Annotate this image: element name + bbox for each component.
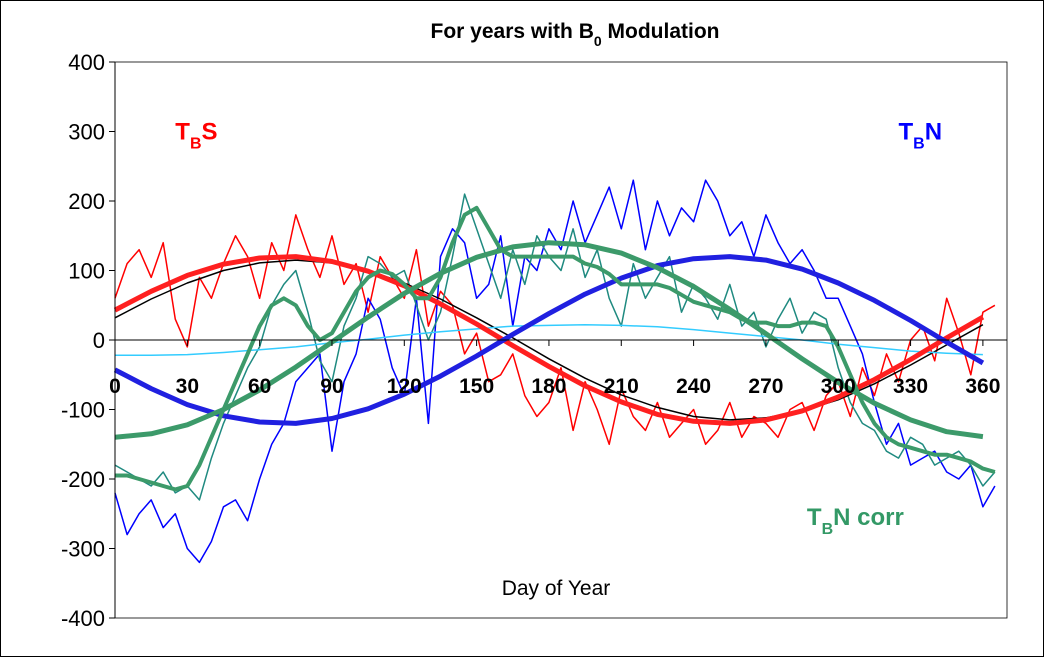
chart-title: For years with B0 Modulation bbox=[431, 20, 720, 49]
x-tick-label: 90 bbox=[320, 375, 343, 398]
series-line bbox=[115, 205, 996, 492]
x-tick-label: 360 bbox=[965, 375, 1000, 398]
annotation-main: T bbox=[807, 504, 822, 531]
x-tick-label: 150 bbox=[459, 375, 494, 398]
y-tick-label: 400 bbox=[68, 50, 105, 75]
annotation-sub: B bbox=[913, 135, 925, 152]
y-tick-label: -400 bbox=[61, 606, 105, 631]
series-line bbox=[114, 179, 996, 564]
y-tick-label: 300 bbox=[68, 120, 105, 145]
x-tick-label: 180 bbox=[531, 375, 566, 398]
x-tick-label: 0 bbox=[109, 375, 121, 398]
x-tick-label: 210 bbox=[604, 375, 639, 398]
series-line bbox=[114, 240, 984, 440]
title-rest: Modulation bbox=[602, 20, 720, 43]
annotation-sub: B bbox=[822, 521, 834, 538]
series-line bbox=[114, 214, 996, 446]
annotation: TBS bbox=[175, 119, 217, 153]
annotation-rest: N bbox=[925, 119, 942, 146]
x-tick-label: 60 bbox=[248, 375, 271, 398]
annotation-sub: B bbox=[190, 135, 202, 152]
annotation: TBN corr bbox=[807, 504, 904, 538]
y-tick-label: 200 bbox=[68, 189, 105, 214]
annotation-main: T bbox=[175, 119, 190, 146]
annotation: TBN bbox=[899, 119, 943, 153]
x-tick-label: 270 bbox=[748, 375, 783, 398]
series-line bbox=[114, 259, 984, 421]
annotation-rest: N corr bbox=[833, 504, 904, 531]
y-tick-label: 100 bbox=[68, 259, 105, 284]
x-tick-label: 300 bbox=[821, 375, 856, 398]
series-line bbox=[113, 254, 985, 426]
x-tick-label: 30 bbox=[176, 375, 199, 398]
annotation-rest: S bbox=[202, 119, 218, 146]
x-axis-label: Day of Year bbox=[502, 577, 611, 600]
y-tick-label: -200 bbox=[61, 467, 105, 492]
x-tick-label: 330 bbox=[893, 375, 928, 398]
y-tick-label: 0 bbox=[93, 328, 105, 353]
title-main: For years with B bbox=[431, 20, 594, 43]
annotation-main: T bbox=[899, 119, 914, 146]
series-line bbox=[113, 254, 985, 426]
title-sub: 0 bbox=[594, 33, 602, 49]
y-tick-label: -300 bbox=[61, 537, 105, 562]
y-tick-label: -100 bbox=[61, 398, 105, 423]
x-tick-label: 120 bbox=[387, 375, 422, 398]
x-tick-label: 240 bbox=[676, 375, 711, 398]
